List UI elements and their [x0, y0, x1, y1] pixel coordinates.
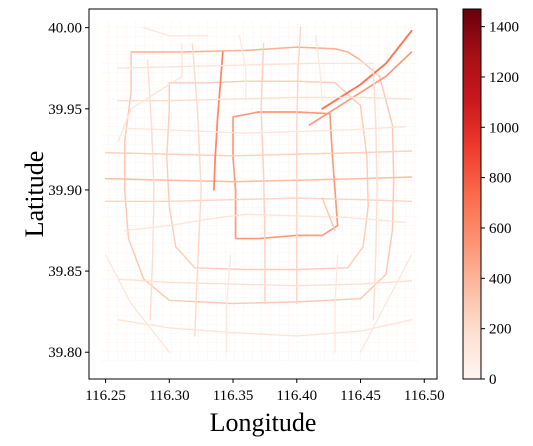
road-segment — [308, 51, 413, 126]
colorbar-tick-label: 1400 — [489, 20, 519, 36]
road-segment — [372, 67, 378, 321]
x-axis-title: Longitude — [210, 408, 317, 437]
plot-frame — [88, 8, 438, 380]
road-segment — [104, 176, 413, 183]
road-segment — [232, 111, 339, 240]
road-segment — [130, 46, 336, 53]
x-tick-label: 116.35 — [213, 388, 254, 404]
road-segment — [117, 319, 413, 337]
road-segment — [238, 35, 247, 102]
x-axis: 116.25 116.30 116.35 116.40 116.45 116.50 — [85, 379, 445, 404]
x-tick-label: 116.30 — [149, 388, 190, 404]
road-segment — [260, 43, 266, 305]
road-segment — [334, 254, 339, 353]
road-segment — [166, 80, 369, 271]
road-segment — [117, 278, 413, 287]
colorbar-tick-label: 1200 — [489, 70, 519, 86]
y-tick-label: 39.95 — [48, 102, 82, 118]
x-tick-label: 116.45 — [340, 388, 381, 404]
colorbar-tick-label: 600 — [489, 221, 512, 237]
colorbar-tick-label: 400 — [489, 271, 512, 287]
road-segment — [146, 59, 155, 321]
colorbar-tick-label: 1000 — [489, 120, 519, 136]
colorbar-tick-label: 800 — [489, 171, 512, 187]
road-segments — [104, 26, 413, 353]
x-tick-label: 116.25 — [85, 388, 126, 404]
plot-area — [88, 8, 438, 380]
x-tick-label: 116.50 — [404, 388, 445, 404]
road-segment — [334, 48, 362, 61]
x-tick-label: 116.40 — [276, 388, 317, 404]
road-segment — [104, 197, 413, 203]
road-segment — [124, 126, 406, 134]
colorbar: 0 200 400 600 800 1000 1200 1400 — [462, 8, 519, 388]
road-segment — [359, 254, 413, 353]
road-segment — [143, 27, 209, 37]
road-segment — [124, 213, 406, 232]
colorbar-tick-label: 200 — [489, 322, 512, 338]
y-tick-label: 39.85 — [48, 264, 82, 280]
y-axis: 39.80 39.85 39.90 39.95 40.00 — [48, 21, 89, 361]
road-segment — [104, 150, 413, 157]
road-segment — [117, 43, 183, 142]
road-segment — [213, 51, 224, 191]
road-segment — [104, 254, 170, 353]
road-segment — [321, 197, 336, 232]
y-axis-title: Latitude — [20, 151, 49, 238]
road-segment — [117, 96, 413, 102]
colorbar-tick-label: 0 — [489, 372, 497, 388]
colorbar-gradient — [462, 8, 482, 380]
y-tick-label: 39.80 — [48, 345, 82, 361]
colorbar-ticks: 0 200 400 600 800 1000 1200 1400 — [481, 20, 519, 388]
y-tick-label: 39.90 — [48, 183, 82, 199]
road-segment — [226, 254, 232, 353]
road-segment — [191, 43, 202, 337]
y-tick-label: 40.00 — [48, 21, 82, 37]
road-segment — [296, 26, 302, 305]
road-segment — [315, 35, 323, 102]
